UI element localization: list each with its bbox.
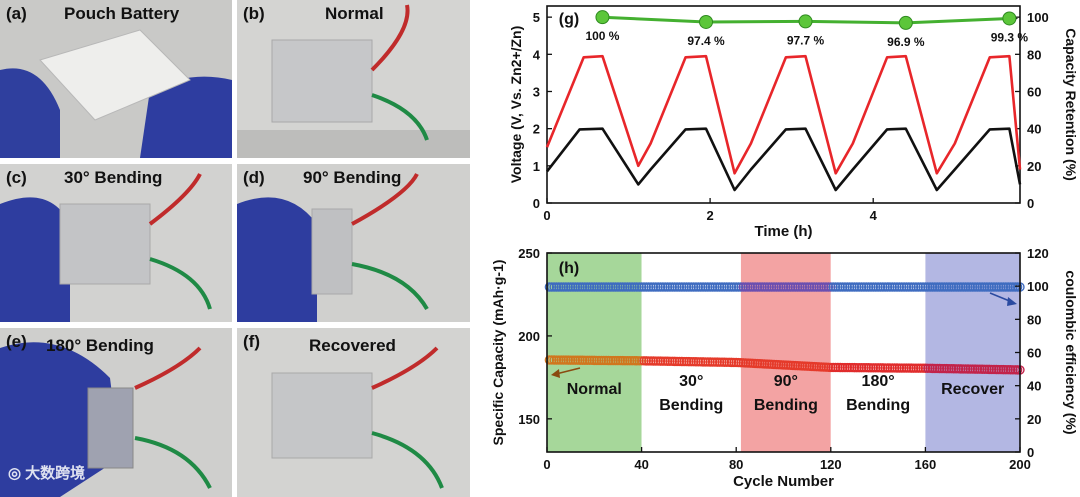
chart-h-xtick-label: 160 (915, 457, 937, 472)
chart-h-capacity-arrow-line (555, 367, 581, 375)
watermark-text: 大数跨境 (25, 465, 86, 482)
chart-g-retention-label: 100 % (585, 29, 619, 43)
chart-g-ytick-left-label: 0 (533, 196, 540, 211)
chart-g-ytick-right-label: 20 (1027, 159, 1041, 174)
chart-g-ytick-left-label: 2 (533, 122, 540, 137)
chart-h-ylabel-right: coulombic efficiency (%) (1063, 270, 1079, 434)
bending-30-photo (0, 164, 232, 322)
chart-h-panel-label: (h) (559, 260, 579, 277)
panel-title-e: 180° Bending (46, 336, 154, 355)
chart-g-ytick-right-label: 0 (1027, 196, 1034, 211)
panel-title-c: 30° Bending (64, 168, 163, 187)
chart-h-ytick-right-label: 100 (1027, 279, 1049, 294)
panel-label-e: (e) (6, 332, 27, 351)
panel-label-a: (a) (6, 4, 27, 23)
chart-h-region-label: Bending (659, 397, 723, 414)
chart-h-region-label: Recover (941, 381, 1004, 398)
chart-h-ytick-right-label: 20 (1027, 412, 1041, 427)
chart-h-xtick-label: 200 (1009, 457, 1031, 472)
chart-g-ytick-right-label: 60 (1027, 84, 1041, 99)
bending-90-photo (237, 164, 470, 322)
chart-g-xtick-label: 2 (706, 208, 713, 223)
chart-g-xlabel: Time (h) (754, 223, 812, 240)
chart-h-ytick-right-label: 60 (1027, 346, 1041, 361)
chart-g-retention-label: 99.3 % (991, 30, 1029, 44)
panel-title-b: Normal (325, 4, 384, 23)
panel-title-a: Pouch Battery (64, 4, 180, 23)
chart-g-retention-label: 97.4 % (687, 34, 725, 48)
chart-g-retention-label: 96.9 % (887, 35, 925, 49)
chart-h-region-label: 180° (862, 373, 895, 390)
chart-g-ylabel-left: Voltage (V, Vs. Zn2+/Zn) (508, 26, 524, 184)
panel-title-d: 90° Bending (303, 168, 402, 187)
chart-h-xtick-label: 120 (820, 457, 842, 472)
chart-h-xtick-label: 80 (729, 457, 743, 472)
watermark: ◎ 大数跨境 (8, 462, 85, 483)
chart-h-region-label: Bending (846, 397, 910, 414)
chart-g-retention-label: 97.7 % (787, 33, 825, 47)
chart-h-ytick-right-label: 40 (1027, 379, 1041, 394)
chart-g-series-black (545, 127, 1022, 192)
panel-label-f: (f) (243, 332, 260, 351)
chart-h-ytick-left-label: 200 (518, 329, 540, 344)
photo-panel-d: (d) 90° Bending (237, 164, 470, 322)
panel-label-b: (b) (243, 4, 265, 23)
pouch-battery-photo (0, 0, 232, 158)
chart-h-ytick-left-label: 250 (518, 246, 540, 261)
chart-g-retention-point (898, 15, 913, 30)
chart-g-ytick-right-label: 40 (1027, 122, 1041, 137)
chart-h-ytick-left-label: 150 (518, 412, 540, 427)
chart-h-xtick-label: 40 (634, 457, 648, 472)
photo-panel-e: (e) 180° Bending ◎ 大数跨境 (0, 328, 232, 497)
normal-pouch-photo (237, 0, 470, 158)
chart-g-retention-point (699, 14, 714, 29)
chart-g-ytick-left-label: 1 (533, 159, 540, 174)
photo-panel-c: (c) 30° Bending (0, 164, 232, 322)
chart-g-series-red (545, 54, 1022, 175)
chart-g-xtick-label: 4 (870, 208, 878, 223)
bending-180-photo (0, 328, 232, 497)
chart-g-ytick-left-label: 4 (533, 47, 541, 62)
photo-panel-b: (b) Normal (237, 0, 470, 158)
chart-g-ytick-right-label: 80 (1027, 47, 1041, 62)
panel-label-d: (d) (243, 168, 265, 187)
chart-g-frame (546, 5, 1021, 204)
chart-h-efficiency-arrow-head (1007, 297, 1017, 306)
chart-g-ytick-left-label: 5 (533, 10, 540, 25)
chart-g-xtick-label: 0 (543, 208, 550, 223)
chart-g-ytick-left-label: 3 (533, 84, 540, 99)
panel-title-f: Recovered (309, 336, 396, 355)
chart-h-ytick-right-label: 80 (1027, 312, 1041, 327)
watermark-logo-icon: ◎ (8, 465, 22, 482)
recovered-pouch-photo (237, 328, 470, 497)
chart-h-xlabel: Cycle Number (733, 473, 834, 490)
chart-g-ylabel-right: Capacity Retention (%) (1063, 28, 1079, 180)
chart-h-region-label: Bending (754, 397, 818, 414)
chart-g-ytick-right-label: 100 (1027, 10, 1049, 25)
chart-h-capacity-arrow-head (551, 369, 560, 378)
chart-h-region (641, 253, 741, 452)
chart-g-panel-label: (g) (559, 11, 579, 28)
photo-panel-f: (f) Recovered (237, 328, 470, 497)
chart-h-ytick-right-label: 120 (1027, 246, 1049, 261)
chart-h-xtick-label: 0 (543, 457, 550, 472)
chart-h-ylabel-left: Specific Capacity (mAh·g-1) (490, 260, 506, 446)
chart-g-retention-point (1002, 11, 1017, 26)
chart-g-retention-point (798, 14, 813, 29)
chart-h-ytick-right-label: 0 (1027, 445, 1034, 460)
chart-h-region-label: Normal (567, 381, 622, 398)
chart-h-region-label: 90° (774, 373, 798, 390)
chart-h-region-label: 30° (679, 373, 703, 390)
photo-panel-a: (a) Pouch Battery (0, 0, 232, 158)
panel-label-c: (c) (6, 168, 27, 187)
chart-g-retention-point (595, 10, 610, 25)
